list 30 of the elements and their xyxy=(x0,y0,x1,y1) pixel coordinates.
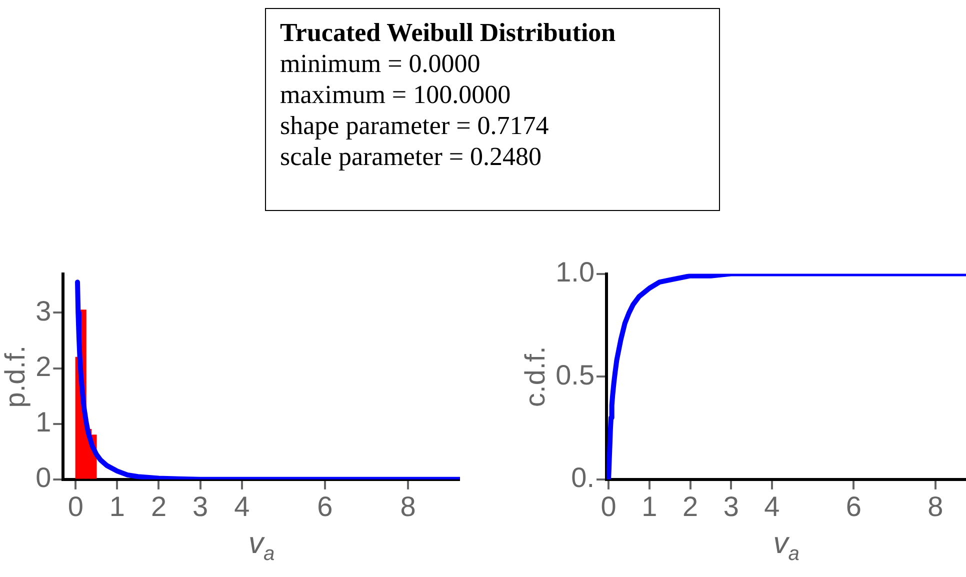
y-axis-title: p.d.f. xyxy=(0,345,31,408)
x-tick-label: 8 xyxy=(928,490,944,522)
x-axis-title: v$_{a}$ xyxy=(773,527,800,566)
y-tick-label: 0.5 xyxy=(556,359,595,390)
text: minimum = 0.0000 xyxy=(280,48,482,79)
x-tick-label: 4 xyxy=(234,490,250,522)
x-tick-label: 0 xyxy=(68,490,84,522)
y-tick-label: 0 xyxy=(36,462,52,494)
y-tick-label: 1.0 xyxy=(556,256,595,288)
x-tick-label: 6 xyxy=(846,490,862,522)
x-tick-label: 4 xyxy=(764,490,780,522)
x-axis-title: v$_{a}$ xyxy=(248,527,275,566)
x-tick-label: 8 xyxy=(400,490,416,522)
x-tick-label: 3 xyxy=(192,490,208,522)
x-tick-label: 2 xyxy=(150,490,167,522)
y-tick-label: 2 xyxy=(36,350,52,382)
text: scale parameter = 0.2480 xyxy=(280,141,543,172)
x-tick-label: 6 xyxy=(317,490,333,522)
text: maximum = 100.0000 xyxy=(280,79,512,110)
x-tick-label: 1 xyxy=(109,490,125,522)
y-tick-label: 1 xyxy=(36,406,52,438)
y-tick-label: 3 xyxy=(36,295,52,326)
x-tick-label: 1 xyxy=(642,490,658,522)
text: shape parameter = 0.7174 xyxy=(280,110,550,141)
y-tick-label: 0. xyxy=(571,462,595,494)
text: Trucated Weibull Distribution xyxy=(280,17,617,48)
x-tick-label: 3 xyxy=(723,490,739,522)
x-tick-label: 0 xyxy=(600,490,616,522)
x-tick-label: 2 xyxy=(682,490,698,522)
y-axis-title: c.d.f. xyxy=(520,346,551,407)
